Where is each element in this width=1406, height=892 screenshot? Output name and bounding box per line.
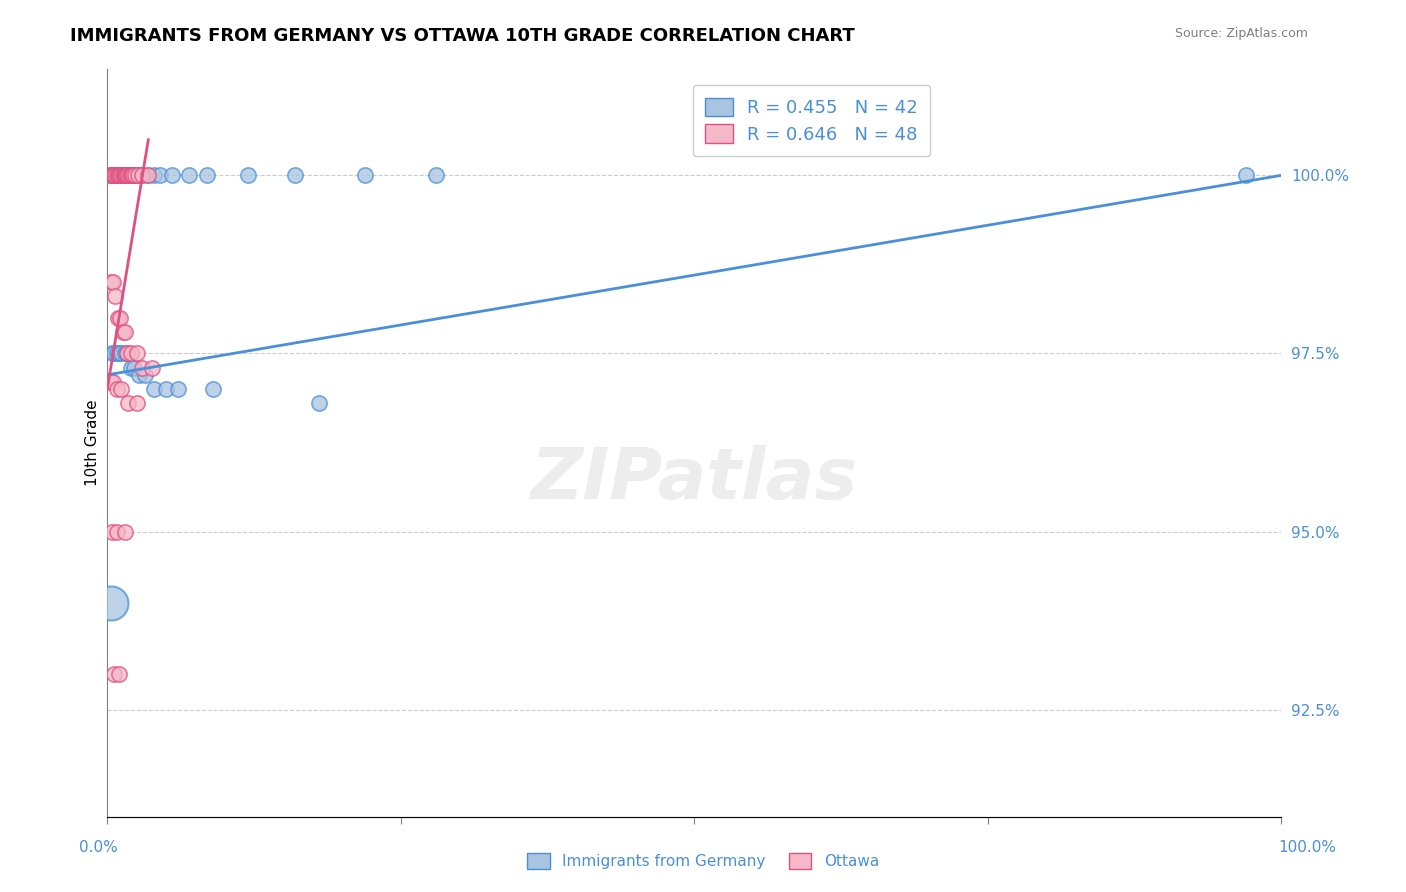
Point [117,169,139,183]
Point [110,382,132,396]
Point [236,169,259,183]
Point [108,310,131,325]
Point [114,169,136,183]
Point [114,325,136,339]
Point [101,375,124,389]
Point [112,169,135,183]
Point [110,346,132,360]
Point [143,382,166,396]
Point [179,169,201,183]
Point [201,382,224,396]
Point [104,289,127,303]
Point [114,524,136,539]
Point [120,169,142,183]
Point [111,169,134,183]
Point [131,360,153,375]
Point [100,596,122,610]
Point [105,382,128,396]
Point [125,346,148,360]
Point [121,169,143,183]
Point [120,169,142,183]
Point [118,169,141,183]
Point [100,169,122,183]
Point [105,524,128,539]
Point [107,169,129,183]
Point [425,169,447,183]
Point [128,368,150,382]
Point [101,346,124,360]
Text: Source: ZipAtlas.com: Source: ZipAtlas.com [1174,27,1308,40]
Point [354,169,377,183]
Point [115,169,138,183]
Legend: Immigrants from Germany, Ottawa: Immigrants from Germany, Ottawa [522,847,884,875]
Point [155,382,177,396]
Point [107,310,129,325]
Point [284,169,307,183]
Point [115,346,138,360]
Legend: R = 0.455   N = 42, R = 0.646   N = 48: R = 0.455 N = 42, R = 0.646 N = 48 [693,85,931,156]
Point [1234,169,1257,183]
Point [141,360,163,375]
Text: ZIPatlas: ZIPatlas [530,445,858,515]
Point [108,169,131,183]
Point [104,169,127,183]
Point [117,169,139,183]
Point [122,169,145,183]
Point [120,346,142,360]
Point [103,346,125,360]
Point [143,169,166,183]
Point [104,169,127,183]
Point [129,169,152,183]
Point [125,396,148,410]
Point [125,169,148,183]
Point [127,169,149,183]
Point [108,667,131,681]
Point [120,360,142,375]
Point [115,169,138,183]
Point [115,346,138,360]
Point [101,169,124,183]
Point [101,169,124,183]
Point [103,169,125,183]
Point [136,169,159,183]
Point [101,524,124,539]
Text: 100.0%: 100.0% [1278,840,1337,855]
Point [111,169,134,183]
Point [117,396,139,410]
Point [114,346,136,360]
Y-axis label: 10th Grade: 10th Grade [86,400,100,486]
Point [111,325,134,339]
Point [105,169,128,183]
Point [103,667,125,681]
Point [101,169,124,183]
Point [100,275,122,289]
Point [160,169,183,183]
Point [308,396,330,410]
Point [101,275,124,289]
Point [134,368,156,382]
Point [108,169,131,183]
Point [108,169,131,183]
Text: 0.0%: 0.0% [79,840,118,855]
Point [98,169,121,183]
Point [149,169,172,183]
Point [166,382,188,396]
Point [122,169,145,183]
Point [136,169,159,183]
Point [124,169,146,183]
Point [112,169,135,183]
Point [131,169,153,183]
Text: IMMIGRANTS FROM GERMANY VS OTTAWA 10TH GRADE CORRELATION CHART: IMMIGRANTS FROM GERMANY VS OTTAWA 10TH G… [70,27,855,45]
Point [105,346,128,360]
Point [108,346,131,360]
Point [110,169,132,183]
Point [122,360,145,375]
Point [115,169,138,183]
Point [114,169,136,183]
Point [114,169,136,183]
Point [195,169,218,183]
Point [100,375,122,389]
Point [131,169,153,183]
Point [107,169,129,183]
